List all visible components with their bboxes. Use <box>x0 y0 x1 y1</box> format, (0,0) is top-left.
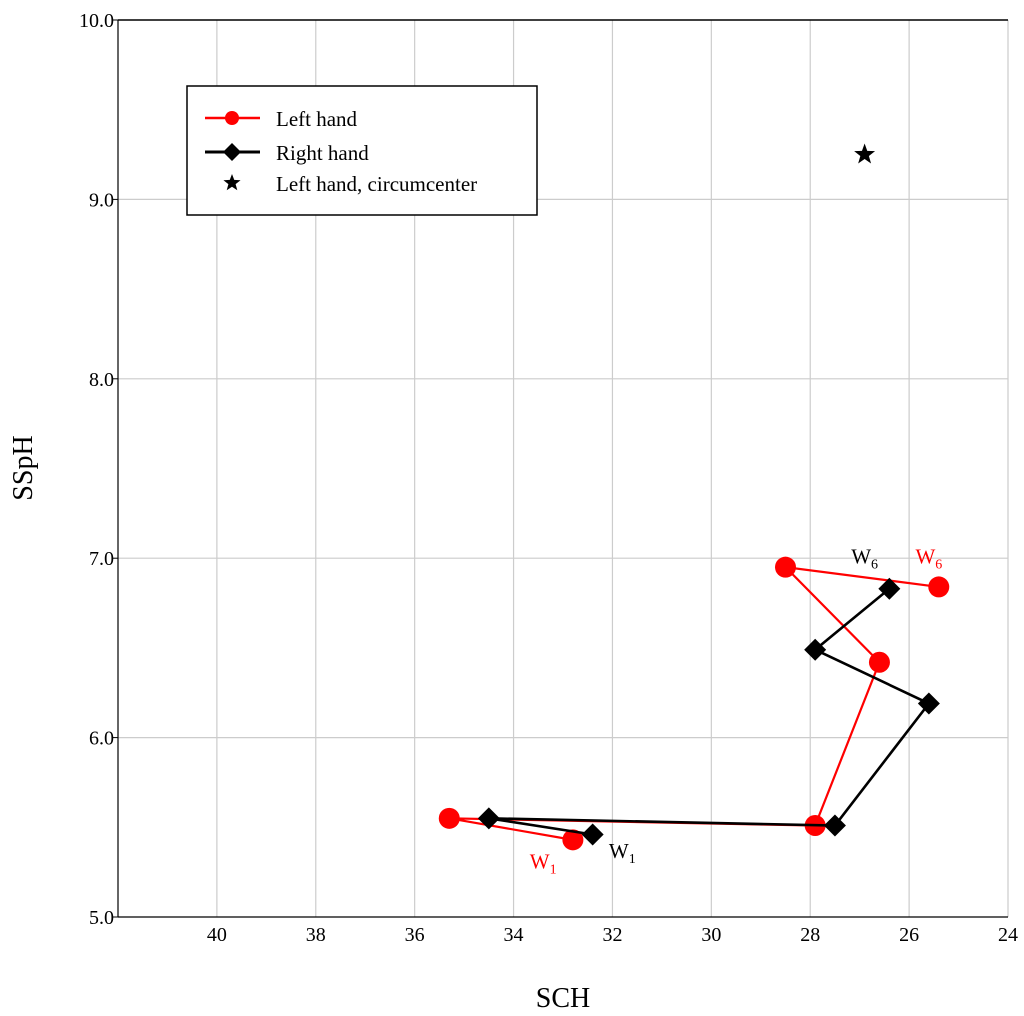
annotation-label: W6 <box>851 545 878 573</box>
data-point-diamond <box>878 577 901 600</box>
x-tick-label: 26 <box>899 924 919 946</box>
series-line <box>488 587 931 836</box>
data-point-circle <box>928 576 950 598</box>
x-tick-label: 32 <box>602 924 622 946</box>
x-tick-label: 40 <box>207 924 227 946</box>
data-point-diamond <box>917 692 940 715</box>
series-line <box>449 565 939 841</box>
series-left-hand-circumcenter <box>854 143 876 164</box>
legend-label-circumcenter: Left hand, circumcenter <box>276 172 477 196</box>
legend-marker-left-hand <box>225 111 239 125</box>
data-point-circle <box>868 651 890 673</box>
y-axis-title: SSpH <box>8 435 39 500</box>
annotation-label: W1 <box>530 850 557 878</box>
annotations: W1 W1 W6 W6 <box>530 545 942 878</box>
data-point-diamond <box>804 638 827 661</box>
legend-marker-star <box>223 174 241 191</box>
legend-item-circumcenter: Left hand, circumcenter <box>223 172 477 196</box>
y-tick-label: 9.0 <box>89 189 114 211</box>
axes <box>112 19 1008 918</box>
legend: Left hand Right hand Left hand, circumce… <box>186 85 538 216</box>
data-point-circle <box>775 556 796 578</box>
x-tick-label: 36 <box>405 924 425 946</box>
data-point-circle <box>562 829 584 851</box>
x-tick-label: 24 <box>998 924 1018 946</box>
data-point-diamond <box>477 807 500 830</box>
legend-label-left-hand: Left hand <box>276 107 358 131</box>
y-tick-label: 10.0 <box>79 10 114 32</box>
annotation-label: W6 <box>915 545 942 573</box>
legend-item-left-hand: Left hand <box>205 107 358 131</box>
y-tick-label: 6.0 <box>89 728 114 750</box>
annotation-label: W1 <box>609 839 636 867</box>
data-point-circle <box>438 807 460 829</box>
data-point-star <box>854 143 876 164</box>
data-point-diamond <box>581 823 604 846</box>
legend-item-right-hand: Right hand <box>205 141 369 165</box>
legend-marker-right-hand <box>223 143 241 161</box>
x-tick-label: 38 <box>306 924 326 946</box>
y-tick-label: 5.0 <box>89 907 114 929</box>
x-tick-label: 34 <box>504 924 524 946</box>
series-right-hand <box>477 577 940 846</box>
x-axis-title: SCH <box>536 983 590 1014</box>
series <box>438 143 950 851</box>
data-point-diamond <box>823 814 846 837</box>
tick-labels: 40 38 36 34 32 30 28 26 24 5.0 6.0 7.0 8.0 9.0 10.0 <box>79 10 1018 946</box>
x-tick-label: 30 <box>701 924 721 946</box>
y-tick-label: 7.0 <box>89 548 114 570</box>
x-tick-label: 28 <box>800 924 820 946</box>
y-tick-label: 8.0 <box>89 369 114 391</box>
legend-label-right-hand: Right hand <box>276 141 369 165</box>
series-left-hand <box>438 556 950 851</box>
